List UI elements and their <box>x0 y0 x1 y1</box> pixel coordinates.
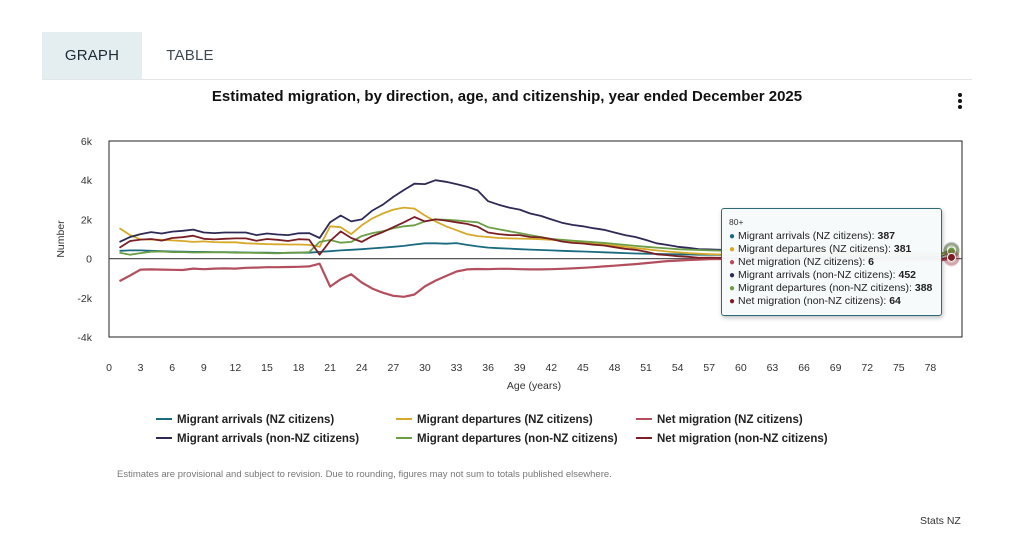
tooltip-value: 387 <box>877 230 896 242</box>
x-tick-label: 72 <box>861 362 873 374</box>
x-tick-label: 66 <box>798 362 810 374</box>
x-tick-label: 3 <box>138 362 144 374</box>
x-tick-label: 51 <box>640 362 652 374</box>
legend-swatch <box>636 417 652 420</box>
legend-item-net-non-nz[interactable]: Net migration (non-NZ citizens) <box>636 433 828 445</box>
legend-item-arrivals-non-nz[interactable]: Migrant arrivals (non-NZ citizens) <box>156 433 359 445</box>
y-tick-label: 0 <box>86 254 92 266</box>
legend-item-departures-non-nz[interactable]: Migrant departures (non-NZ citizens) <box>396 433 618 445</box>
legend-swatch <box>396 417 412 420</box>
x-tick-label: 60 <box>735 362 747 374</box>
x-tick-label: 9 <box>201 362 207 374</box>
legend-label: Migrant departures (non-NZ citizens) <box>417 433 618 445</box>
tooltip-row: ● Migrant arrivals (non-NZ citizens): 452 <box>729 269 916 281</box>
tooltip-row: ● Migrant departures (NZ citizens): 381 <box>729 243 911 255</box>
tooltip-value: 381 <box>893 243 912 255</box>
y-tick-label: 4k <box>81 175 93 187</box>
x-tick-label: 12 <box>230 362 242 374</box>
x-tick-label: 0 <box>106 362 112 374</box>
tooltip-label: Migrant arrivals (non-NZ citizens): <box>738 269 899 281</box>
chart-title: Estimated migration, by direction, age, … <box>211 88 803 105</box>
tooltip-value: 64 <box>889 295 901 307</box>
tab-bar: GRAPH TABLE <box>42 32 972 80</box>
tab-graph[interactable]: GRAPH <box>42 32 142 79</box>
x-tick-label: 69 <box>830 362 842 374</box>
tooltip-header: 80+ <box>729 217 744 227</box>
y-tick-label: -2k <box>77 293 92 305</box>
legend-label: Migrant departures (NZ citizens) <box>417 414 593 426</box>
tooltip-dot-icon: ● <box>729 257 736 268</box>
x-tick-label: 30 <box>419 362 431 374</box>
legend-label: Migrant arrivals (non-NZ citizens) <box>177 433 360 445</box>
tooltip-row: ● Migrant departures (non-NZ citizens): 3… <box>729 282 932 294</box>
tooltip-label: Migrant arrivals (NZ citizens): <box>738 230 878 242</box>
footnote: Estimates are provisional and subject to… <box>117 469 612 480</box>
y-axis-ticks: -4k -2k 0 2k 4k 6k <box>77 136 92 344</box>
x-tick-label: 63 <box>767 362 779 374</box>
hover-markers <box>943 241 960 267</box>
x-tick-label: 24 <box>356 362 368 374</box>
x-tick-label: 33 <box>451 362 463 374</box>
y-tick-label: 6k <box>81 136 93 148</box>
legend-label: Net migration (NZ citizens) <box>657 414 803 426</box>
tooltip-row: ● Net migration (NZ citizens): 6 <box>729 256 874 268</box>
y-tick-label: 2k <box>81 214 93 226</box>
x-axis-ticks: 0 3 6 9 12 15 18 21 24 27 30 33 36 39 42 45 48 51 54 57 60 63… <box>106 362 936 374</box>
hover-marker <box>946 252 956 262</box>
legend-item-departures-nz[interactable]: Migrant departures (NZ citizens) <box>396 414 593 426</box>
tooltip-dot-icon: ● <box>729 244 736 255</box>
x-tick-label: 36 <box>482 362 494 374</box>
legend-label: Migrant arrivals (NZ citizens) <box>177 414 335 426</box>
plot-frame <box>108 140 963 338</box>
tooltip-value: 452 <box>898 269 917 281</box>
x-tick-label: 18 <box>293 362 305 374</box>
tab-table[interactable]: TABLE <box>166 47 214 64</box>
x-tick-label: 75 <box>893 362 905 374</box>
tooltip-row: ● Net migration (non-NZ citizens): 64 <box>729 295 901 307</box>
x-tick-label: 48 <box>609 362 621 374</box>
tooltip-label: Migrant departures (non-NZ citizens): <box>738 282 915 294</box>
tooltip-dot-icon: ● <box>729 231 736 242</box>
x-tick-label: 45 <box>577 362 589 374</box>
legend-swatch <box>156 436 172 439</box>
x-tick-label: 15 <box>261 362 273 374</box>
source-credit: Stats NZ <box>920 515 961 527</box>
tooltip: 80+ ● Migrant arrivals (NZ citizens): 387… <box>721 208 942 316</box>
tooltip-dot-icon: ● <box>729 283 736 294</box>
more-vert-icon[interactable] <box>950 90 970 112</box>
x-tick-label: 57 <box>703 362 715 374</box>
tooltip-row: ● Migrant arrivals (NZ citizens): 387 <box>729 230 895 242</box>
legend: Migrant arrivals (NZ citizens) Migrant d… <box>156 410 856 450</box>
x-tick-label: 27 <box>387 362 399 374</box>
legend-swatch <box>396 436 412 439</box>
tooltip-dot-icon: ● <box>729 296 736 307</box>
legend-item-arrivals-nz[interactable]: Migrant arrivals (NZ citizens) <box>156 414 334 426</box>
y-tick-label: -4k <box>77 332 92 344</box>
tooltip-label: Net migration (NZ citizens): <box>738 256 869 268</box>
tooltip-label: Migrant departures (NZ citizens): <box>738 243 894 255</box>
legend-swatch <box>156 417 172 420</box>
tooltip-label: Net migration (non-NZ citizens): <box>738 295 890 307</box>
x-tick-label: 6 <box>169 362 175 374</box>
x-tick-label: 21 <box>324 362 336 374</box>
x-tick-label: 39 <box>514 362 526 374</box>
y-axis-label: Number <box>55 220 67 258</box>
x-tick-label: 78 <box>925 362 937 374</box>
tooltip-dot-icon: ● <box>729 270 736 281</box>
x-tick-label: 42 <box>545 362 557 374</box>
legend-label: Net migration (non-NZ citizens) <box>657 433 828 445</box>
x-axis-label: Age (years) <box>507 380 561 392</box>
legend-swatch <box>636 436 652 439</box>
tooltip-value: 6 <box>868 256 875 268</box>
x-tick-label: 54 <box>672 362 684 374</box>
legend-item-net-nz[interactable]: Net migration (NZ citizens) <box>636 414 803 426</box>
tooltip-value: 388 <box>914 282 933 294</box>
